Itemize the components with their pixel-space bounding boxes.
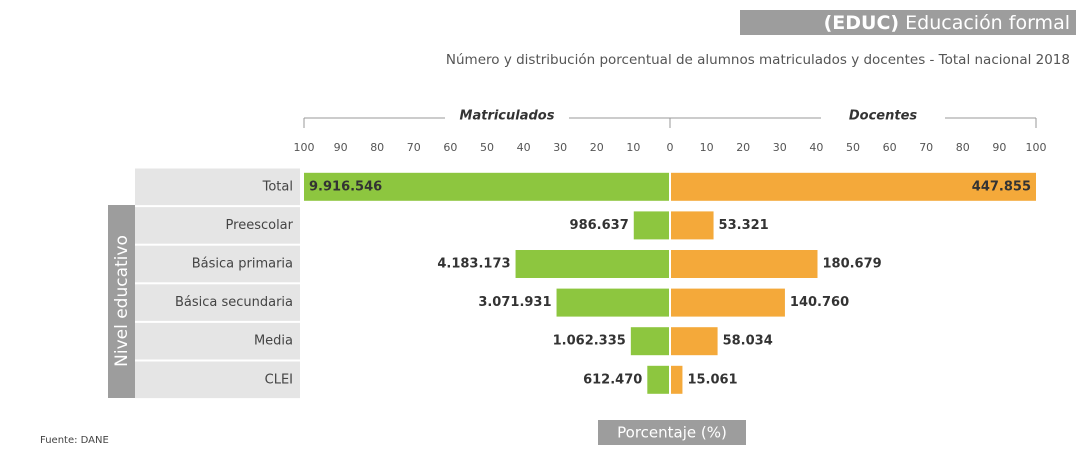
bar (515, 250, 670, 278)
x-label-box (598, 420, 746, 445)
y-tick-label: Total (262, 179, 293, 194)
legend-gap (821, 109, 945, 127)
x-tick-label: 20 (590, 141, 604, 154)
category-box (135, 207, 300, 244)
data-label: 15.061 (687, 372, 737, 387)
x-tick-label: 10 (626, 141, 640, 154)
x-tick-label: 80 (956, 141, 970, 154)
data-label: 140.760 (790, 295, 849, 310)
bar (304, 172, 670, 201)
x-tick-label: 80 (370, 141, 384, 154)
category-box (135, 168, 300, 206)
title-code: (EDUC) (824, 12, 900, 34)
data-label: 1.062.335 (553, 334, 626, 349)
x-tick-label: 50 (480, 141, 494, 154)
subtitle: Número y distribución porcentual de alum… (446, 52, 1070, 68)
x-tick-label: 0 (667, 141, 674, 154)
bar (630, 327, 670, 356)
x-tick-label: 90 (334, 141, 348, 154)
data-label: 53.321 (719, 218, 769, 233)
data-label: 986.637 (570, 218, 629, 233)
bar (556, 288, 670, 317)
data-label: 180.679 (822, 257, 881, 272)
y-tick-label: CLEI (265, 372, 293, 387)
x-tick-label: 30 (553, 141, 567, 154)
legend-label: Matriculados (460, 109, 555, 124)
data-label: 3.071.931 (478, 295, 551, 310)
legend-label: Docentes (849, 109, 918, 124)
x-tick-label: 30 (773, 141, 787, 154)
x-tick-label: 10 (700, 141, 714, 154)
data-label: 447.855 (972, 179, 1031, 194)
source: Fuente: DANE (40, 435, 109, 446)
chart-title: (EDUC) Educación formal (824, 12, 1070, 34)
title-text: Educación formal (905, 12, 1070, 34)
x-tick-label: 20 (736, 141, 750, 154)
bar (670, 327, 718, 356)
bar (670, 211, 714, 240)
x-tick-label: 40 (517, 141, 531, 154)
x-axis-label: Porcentaje (%) (617, 424, 727, 442)
bar (647, 365, 670, 394)
y-tick-label: Media (254, 334, 293, 349)
y-tick-label: Básica secundaria (175, 295, 293, 310)
bar (670, 172, 1036, 201)
x-tick-label: 70 (407, 141, 421, 154)
category-box (135, 361, 300, 399)
bar (670, 365, 683, 394)
legend-gap (445, 109, 569, 127)
category-box (135, 245, 300, 283)
data-label: 612.470 (583, 372, 642, 387)
data-label: 58.034 (723, 334, 773, 349)
x-tick-label: 40 (809, 141, 823, 154)
bar (670, 288, 785, 317)
bar (670, 250, 818, 278)
x-tick-label: 100 (294, 141, 315, 154)
data-label: 9.916.546 (309, 179, 382, 194)
y-tick-label: Preescolar (226, 218, 294, 233)
x-tick-label: 70 (919, 141, 933, 154)
bar (633, 211, 670, 240)
y-tick-label: Básica primaria (192, 257, 293, 272)
x-tick-label: 90 (992, 141, 1006, 154)
title-box (740, 10, 1076, 35)
x-tick-label: 60 (883, 141, 897, 154)
x-tick-label: 60 (443, 141, 457, 154)
x-tick-label: 50 (846, 141, 860, 154)
x-tick-label: 100 (1026, 141, 1047, 154)
category-box (135, 284, 300, 321)
y-label-box (108, 205, 135, 398)
data-label: 4.183.173 (437, 257, 510, 272)
category-box (135, 322, 300, 360)
y-axis-label: Nivel educativo (112, 235, 132, 367)
